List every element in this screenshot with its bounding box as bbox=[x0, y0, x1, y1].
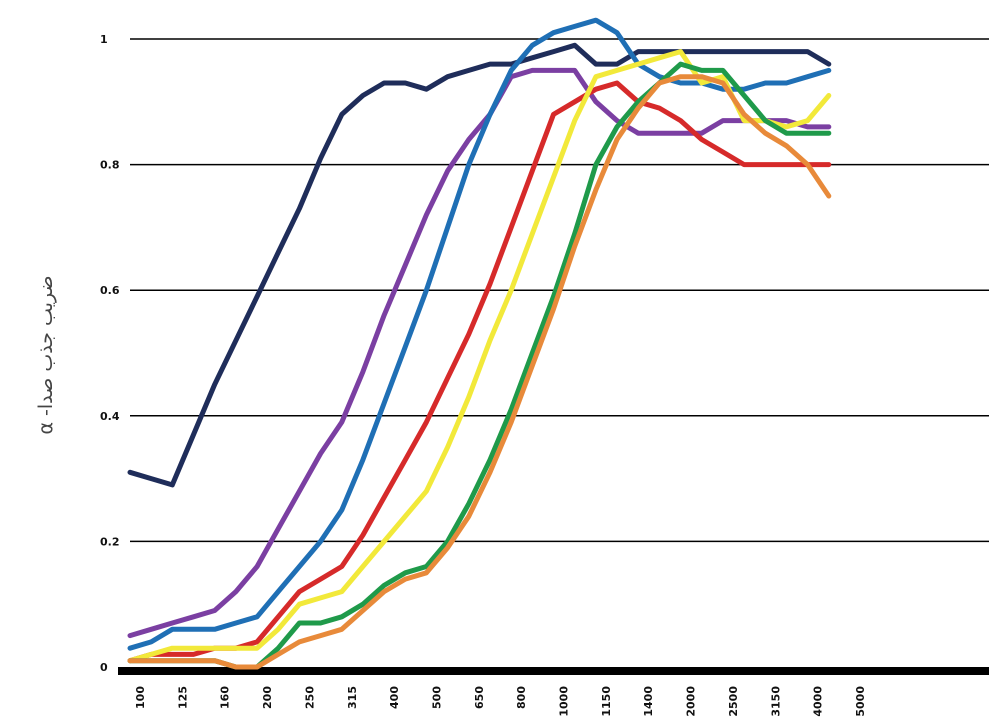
y-tick-label: 0 bbox=[100, 661, 108, 674]
x-tick-label: 2000 bbox=[685, 686, 698, 717]
y-tick-label: 1 bbox=[100, 33, 108, 46]
x-tick-label: 650 bbox=[473, 686, 486, 709]
x-tick-label: 500 bbox=[430, 686, 443, 709]
y-tick-label: 0.6 bbox=[100, 284, 120, 297]
x-tick-label: 400 bbox=[388, 686, 401, 709]
x-tick-label: 1150 bbox=[600, 686, 613, 717]
y-tick-label: 0.8 bbox=[100, 159, 120, 172]
x-tick-label: 160 bbox=[219, 686, 232, 709]
x-tick-label: 200 bbox=[261, 686, 274, 709]
series-line-1 bbox=[130, 45, 829, 485]
y-axis-title: ضریب جذب صدا- α bbox=[35, 275, 57, 434]
x-tick-label: 3150 bbox=[769, 686, 782, 717]
x-tick-label: 250 bbox=[303, 686, 316, 709]
series-line-3 bbox=[130, 20, 829, 648]
x-tick-label: 1000 bbox=[558, 686, 571, 717]
x-tick-label: 800 bbox=[515, 686, 528, 709]
x-tick-label: 1400 bbox=[642, 686, 655, 717]
x-tick-label: 2500 bbox=[727, 686, 740, 717]
x-tick-label: 125 bbox=[176, 686, 189, 709]
x-tick-label: 100 bbox=[134, 686, 147, 709]
x-tick-label: 4000 bbox=[812, 686, 825, 717]
x-tick-label: 5000 bbox=[854, 686, 867, 717]
x-tick-label: 315 bbox=[346, 686, 359, 709]
series-layer bbox=[130, 20, 829, 667]
y-tick-label: 0.4 bbox=[100, 410, 120, 423]
y-tick-label: 0.2 bbox=[100, 535, 120, 548]
